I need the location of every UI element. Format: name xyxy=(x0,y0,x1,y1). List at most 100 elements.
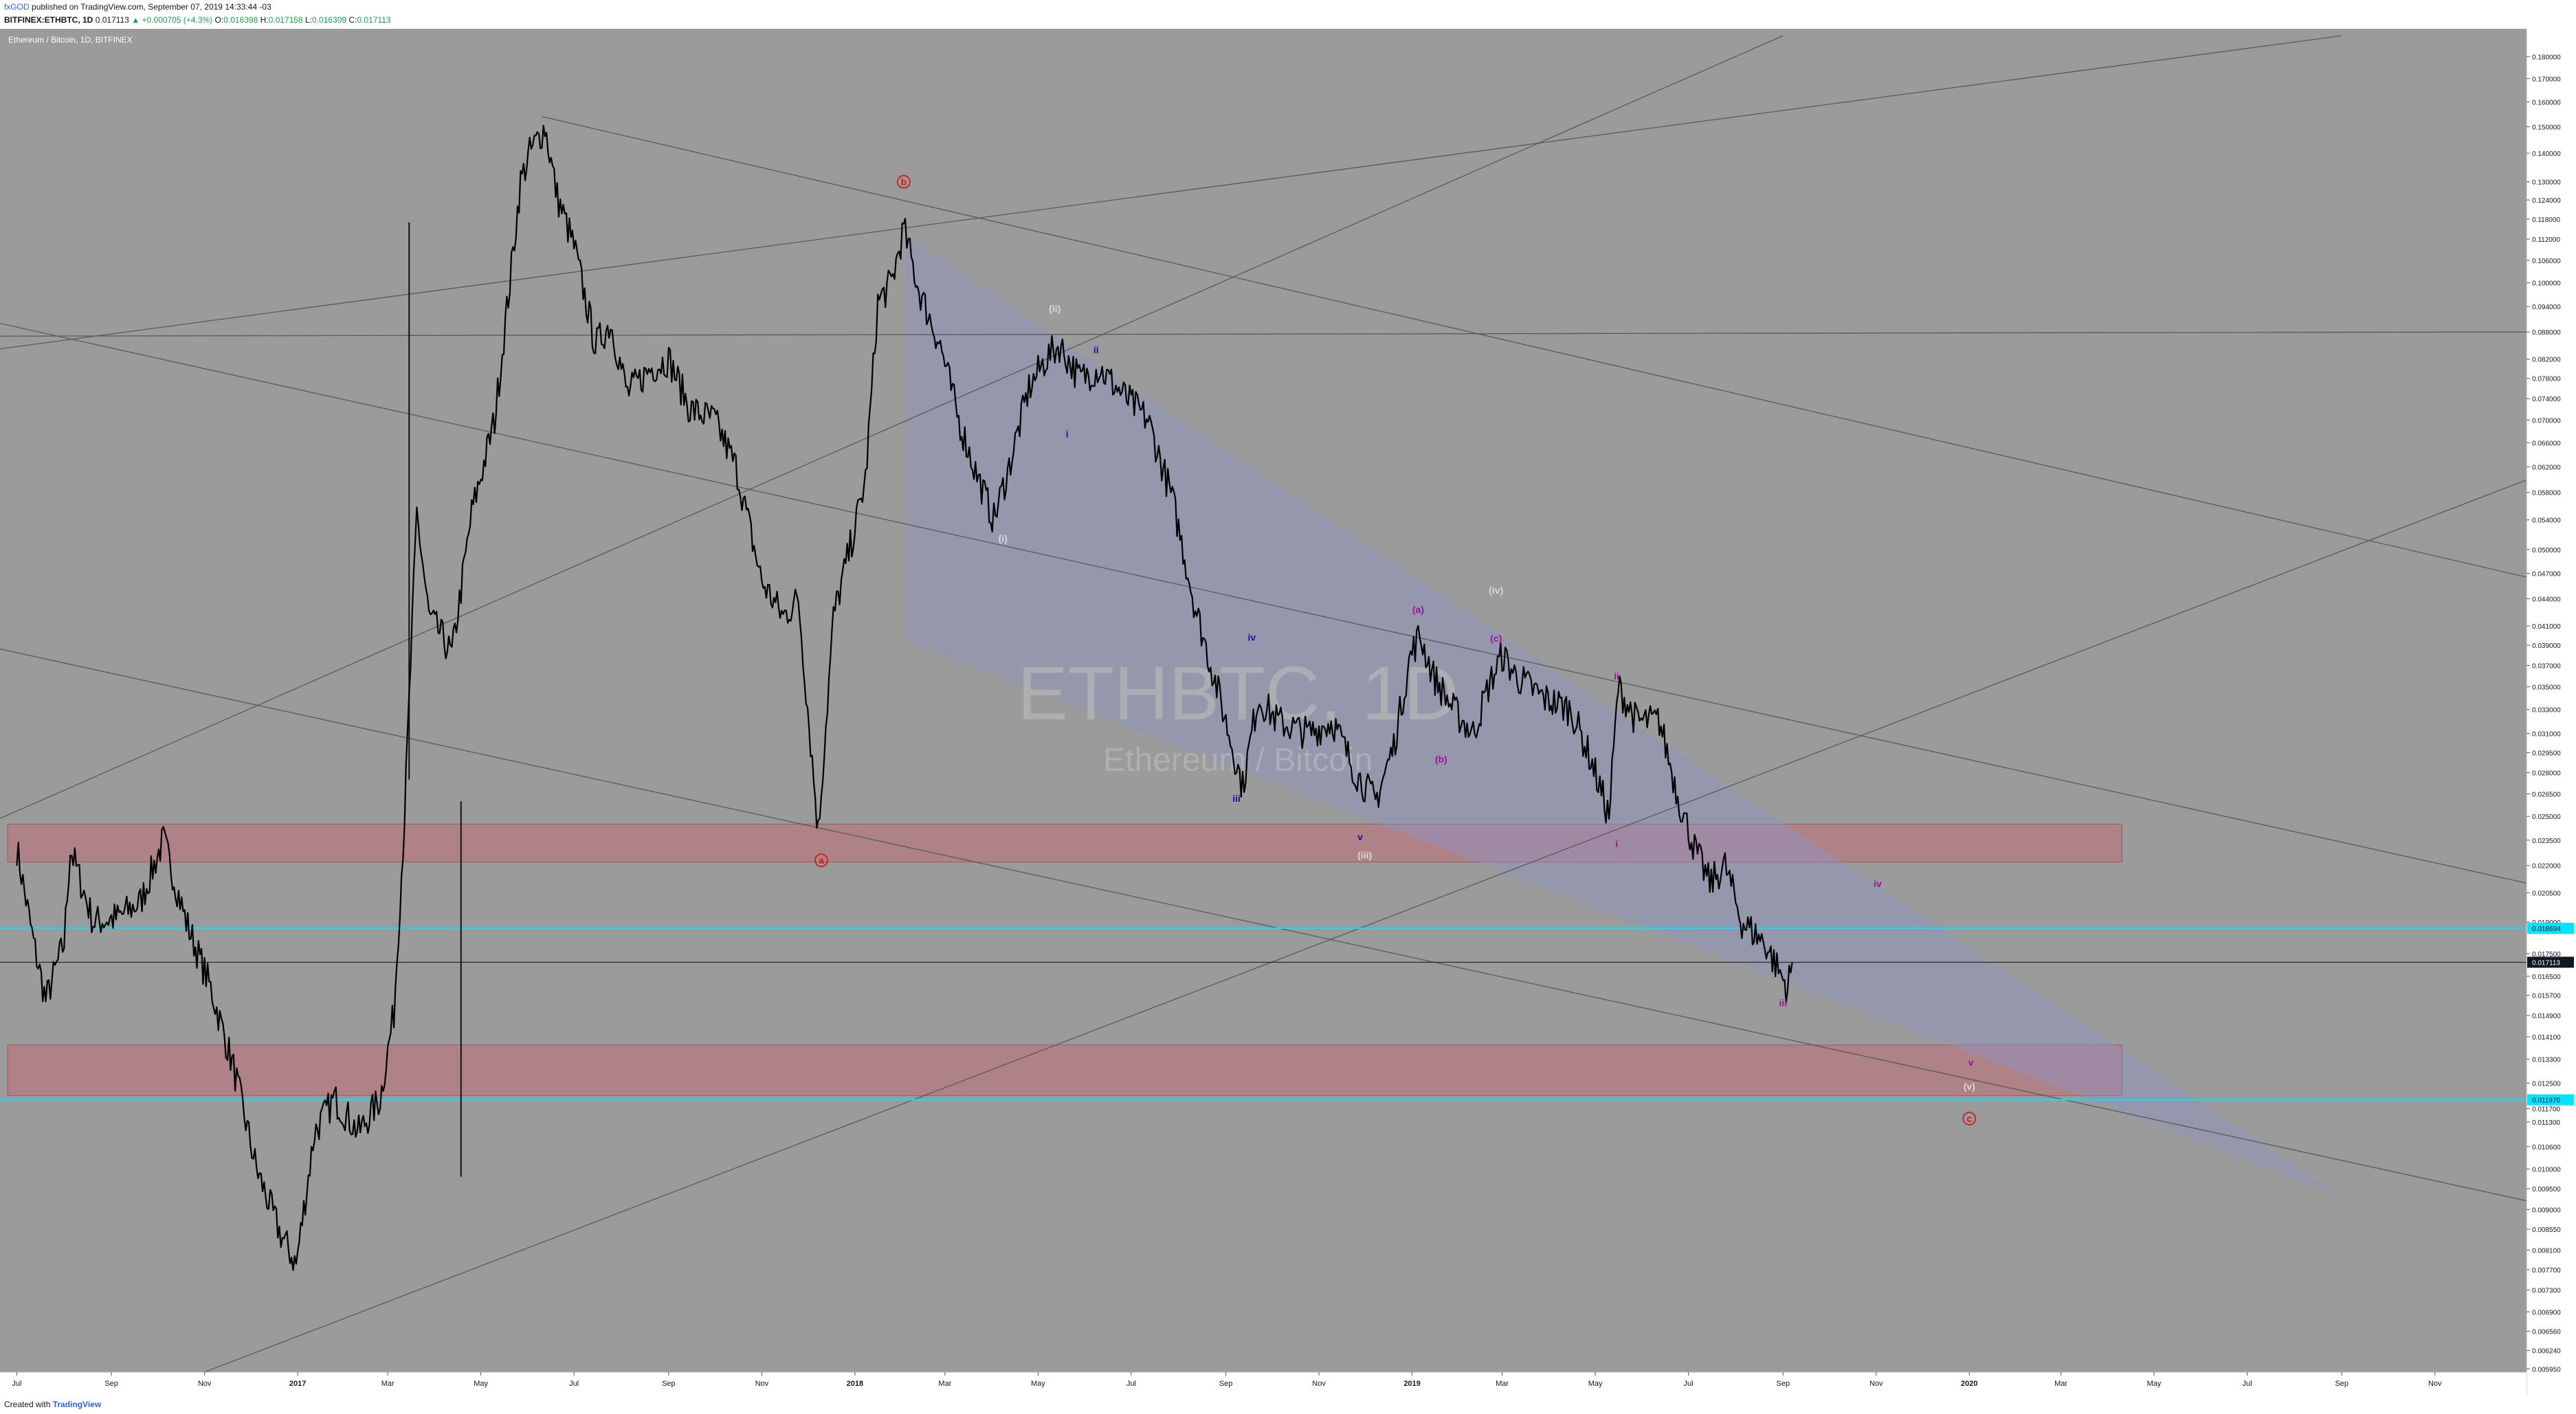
wave-label-text: (iv) xyxy=(1489,585,1503,596)
price-tick-label: 0.031000 xyxy=(2532,731,2561,739)
tradingview-logo[interactable]: TradingView xyxy=(52,1400,102,1409)
price-tick-label: 0.078000 xyxy=(2532,376,2561,383)
time-tick-label: May xyxy=(1031,1380,1045,1388)
wave-label-text: (i) xyxy=(999,532,1008,543)
wave-label[interactable]: (c) xyxy=(1490,633,1502,644)
price-tick-label: 0.047000 xyxy=(2532,571,2561,579)
wave-label[interactable]: i xyxy=(1615,838,1618,849)
wave-label[interactable]: c xyxy=(1962,1112,1977,1125)
wave-label-text: a xyxy=(819,855,824,866)
price-tick-label: 0.011700 xyxy=(2532,1106,2560,1113)
author-link[interactable]: fxGOD xyxy=(4,2,30,12)
wave-label-text: (ii) xyxy=(1049,303,1061,314)
trendline-5[interactable] xyxy=(0,617,2528,1202)
time-tick-label: 2019 xyxy=(1403,1380,1420,1388)
wave-label-text: (a) xyxy=(1412,604,1424,615)
wave-label[interactable]: iv xyxy=(1247,632,1256,643)
open-value: 0.016398 xyxy=(223,15,258,25)
wave-label[interactable]: (ii) xyxy=(1049,303,1061,314)
trendline-6[interactable] xyxy=(542,116,2529,578)
wave-label[interactable]: i xyxy=(1066,429,1069,440)
wave-label[interactable]: v xyxy=(1968,1057,1974,1068)
high-label: H: xyxy=(260,15,269,25)
support-zone-1 xyxy=(7,823,2122,863)
time-tick-label: Sep xyxy=(1777,1380,1790,1388)
chart-header: fxGOD published on TradingView.com, Sept… xyxy=(0,0,2576,29)
wave-label[interactable]: (b) xyxy=(1435,754,1447,765)
low-label: L: xyxy=(305,15,313,25)
wave-label-text: iv xyxy=(1247,632,1256,643)
wave-label[interactable]: a xyxy=(814,853,828,868)
trendline-3[interactable] xyxy=(204,479,2529,1372)
price-tick-label: 0.082000 xyxy=(2532,357,2561,364)
time-tick-label: Nov xyxy=(198,1380,212,1388)
time-tick-label: Sep xyxy=(1219,1380,1233,1388)
price-tick-label: 0.054000 xyxy=(2532,517,2561,525)
price-tick-label: 0.016500 xyxy=(2532,974,2561,981)
wave-label-text: i xyxy=(1615,838,1618,849)
wave-label-text: (b) xyxy=(1435,754,1447,765)
wave-label[interactable]: (i) xyxy=(999,532,1008,543)
time-tick-label: Nov xyxy=(2428,1380,2442,1388)
price-tick-label: 0.066000 xyxy=(2532,440,2561,447)
symbol-label: BITFINEX:ETHBTC, 1D xyxy=(4,15,93,25)
trendline-1[interactable] xyxy=(0,35,2342,369)
support-zone-2 xyxy=(7,1044,2122,1097)
price-tick-label: 0.170000 xyxy=(2532,76,2561,83)
time-tick-label: Jul xyxy=(1126,1380,1136,1388)
chart-footer: Created with TradingView xyxy=(0,1395,2576,1414)
wave-label[interactable]: (iii) xyxy=(1357,850,1372,861)
wave-label[interactable]: ii xyxy=(1614,671,1619,682)
price-tick-label: 0.006240 xyxy=(2532,1348,2561,1356)
price-tick-label: 0.160000 xyxy=(2532,99,2561,106)
time-axis[interactable]: Jul Sep Nov 2017 Mar May Jul Sep Nov 2018 Mar May Ju… xyxy=(0,1371,2527,1395)
trendline-2[interactable] xyxy=(0,35,1784,884)
price-tick-label: 0.094000 xyxy=(2532,304,2561,311)
price-tick-label: 0.044000 xyxy=(2532,596,2561,603)
time-tick-label: Mar xyxy=(938,1380,951,1388)
wave-label-text: (iii) xyxy=(1357,850,1372,861)
wave-label[interactable]: iii xyxy=(1232,793,1241,804)
time-tick-label: May xyxy=(2147,1380,2162,1388)
price-tick-label: 0.118000 xyxy=(2532,216,2560,224)
wave-label-text: (v) xyxy=(1964,1081,1975,1092)
price-tick-label: 0.009000 xyxy=(2532,1207,2561,1214)
price-tick-label: 0.010600 xyxy=(2532,1144,2561,1152)
time-tick-label: Nov xyxy=(755,1380,769,1388)
wave-label[interactable]: ii xyxy=(1093,344,1099,355)
chart-canvas[interactable]: ETHBTC, 1D Ethereum / Bitcoin b a c (i) (ii)… xyxy=(0,29,2576,1395)
price-tag-text: 0.018694 xyxy=(2532,925,2561,933)
price-tag-bg xyxy=(2527,1094,2574,1106)
price-series-ethbtc[interactable] xyxy=(16,124,1793,1271)
time-tick-label: Mar xyxy=(1496,1380,1509,1388)
wave-label[interactable]: b xyxy=(897,175,911,189)
wave-label[interactable]: iv xyxy=(1874,878,1882,889)
high-value: 0.017158 xyxy=(268,15,303,25)
wave-label[interactable]: (a) xyxy=(1412,604,1424,615)
price-tick-label: 0.025000 xyxy=(2532,813,2561,821)
price-tick-label: 0.028000 xyxy=(2532,770,2561,778)
time-tick-label: Nov xyxy=(1869,1380,1883,1388)
wave-label-text: v xyxy=(1357,831,1363,842)
time-tick-label: Jul xyxy=(12,1380,21,1388)
wave-label[interactable]: v xyxy=(1357,831,1363,842)
trendline-7[interactable] xyxy=(0,331,2528,337)
time-tick-label: Jul xyxy=(569,1380,579,1388)
price-tick-label: 0.106000 xyxy=(2532,258,2561,265)
wave-label[interactable]: (iv) xyxy=(1489,585,1503,596)
price-tick-label: 0.037000 xyxy=(2532,663,2561,671)
time-tick-label: May xyxy=(474,1380,488,1388)
price-tick-label: 0.041000 xyxy=(2532,623,2561,631)
price-axis[interactable]: 0.180000 0.170000 0.160000 0.150000 0.140000… xyxy=(2526,29,2574,1395)
wave-label[interactable]: (v) xyxy=(1964,1081,1975,1092)
wave-label-circle xyxy=(897,175,911,189)
wave-label-text: b xyxy=(901,177,907,188)
price-tag: 0.017113 xyxy=(2527,956,2574,968)
price-tick-label: 0.112000 xyxy=(2532,236,2560,244)
wave-label-circle xyxy=(814,853,828,868)
wave-label[interactable]: iii xyxy=(1779,998,1787,1009)
price-tick-label: 0.008550 xyxy=(2532,1226,2561,1234)
wave-label-text: v xyxy=(1968,1057,1974,1068)
price-tick-label: 0.130000 xyxy=(2532,179,2561,187)
price-tick-label: 0.014100 xyxy=(2532,1034,2561,1042)
